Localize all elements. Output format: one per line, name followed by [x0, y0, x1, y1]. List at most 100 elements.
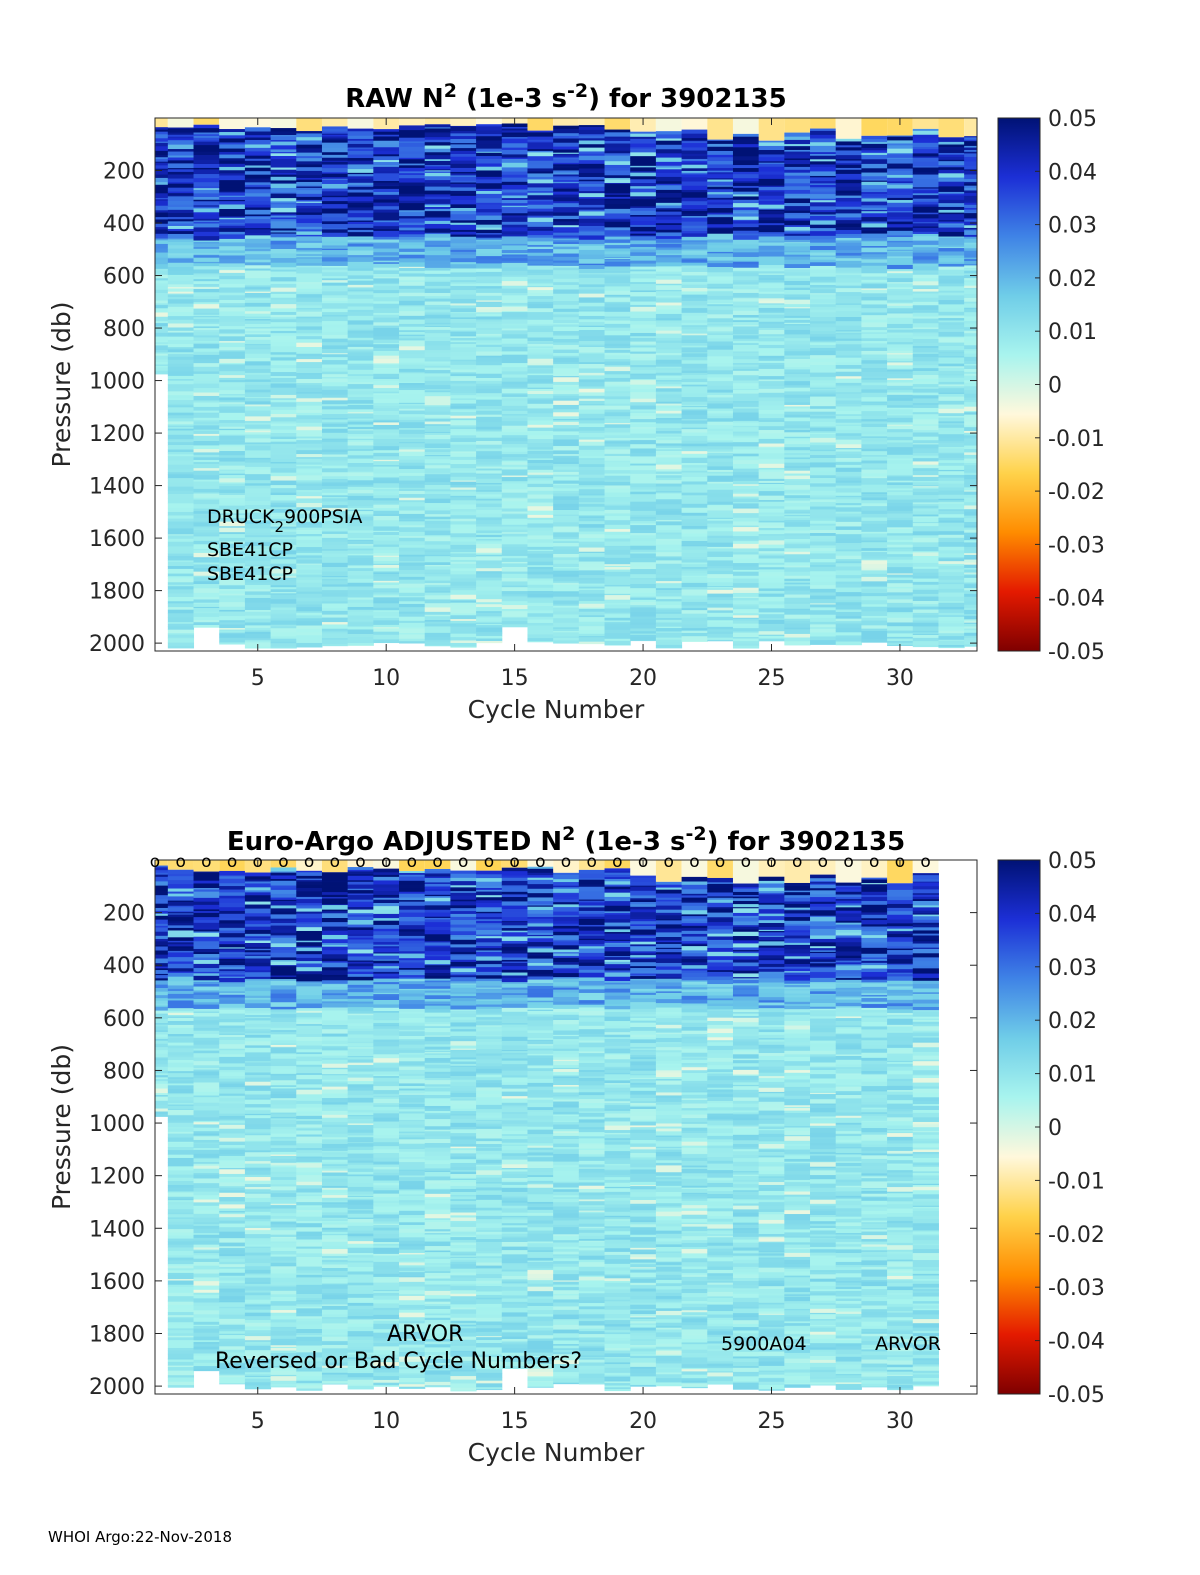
profile-column — [399, 118, 426, 644]
cycle-marker: o — [869, 852, 879, 872]
chart-title: Euro-Argo ADJUSTED N2 (1e-3 s-2) for 390… — [227, 823, 905, 857]
profile-column — [501, 118, 528, 628]
y-tick-label: 1000 — [89, 1112, 145, 1137]
y-tick-label: 1800 — [89, 580, 145, 605]
cycle-marker: o — [150, 852, 160, 872]
colorbar-tick-label: 0.04 — [1048, 902, 1097, 927]
y-tick-label: 1800 — [89, 1322, 145, 1347]
profile-column — [758, 118, 785, 642]
y-tick-label: 2000 — [89, 1375, 145, 1400]
profile-column — [296, 118, 323, 648]
y-tick-label: 1600 — [89, 527, 145, 552]
profile-column — [835, 118, 862, 646]
profile-column — [399, 860, 426, 1389]
sensor-annotation: SBE41CP — [207, 563, 293, 585]
profile-column — [732, 118, 760, 649]
sensor-annotation: DRUCK2900PSIA — [207, 506, 362, 536]
x-tick-label: 25 — [758, 1409, 786, 1434]
colorbar-tick-label: 0.02 — [1048, 267, 1097, 292]
y-tick-label: 1200 — [89, 1165, 145, 1190]
cycle-marker: o — [278, 852, 288, 872]
colorbar-tick-label: 0.01 — [1048, 1063, 1097, 1088]
colorbar-tick-label: 0.05 — [1048, 849, 1097, 874]
profile-column — [270, 118, 297, 649]
profile-column — [887, 860, 914, 1391]
cycle-marker: o — [355, 852, 365, 872]
profile-column — [424, 860, 451, 1388]
profile-column — [347, 118, 374, 646]
cycle-marker: o — [407, 852, 417, 872]
x-axis-label: Cycle Number — [468, 695, 645, 724]
x-tick-label: 15 — [501, 666, 529, 691]
profile-column — [861, 118, 888, 643]
y-tick-label: 1000 — [89, 370, 145, 395]
colorbar-tick-label: 0.04 — [1048, 160, 1097, 185]
cycle-marker: o — [766, 852, 776, 872]
y-tick-label: 800 — [103, 1059, 145, 1084]
profile-column — [861, 860, 888, 1388]
profile-column — [450, 860, 477, 1392]
profile-column — [604, 118, 631, 646]
profile-column — [527, 118, 554, 643]
heatmap-cells — [155, 118, 977, 649]
colorbar-tick-label: 0.02 — [1048, 1009, 1097, 1034]
cycle-marker: o — [201, 852, 211, 872]
x-tick-label: 10 — [372, 1409, 400, 1434]
y-tick-label: 600 — [103, 1007, 145, 1032]
colorbar-tick-label: 0 — [1048, 1116, 1062, 1141]
cycle-marker: o — [227, 852, 237, 872]
colorbar-tick-label: -0.04 — [1048, 587, 1105, 612]
x-tick-label: 20 — [629, 666, 657, 691]
profile-column — [784, 118, 811, 646]
cycle-marker: o — [458, 852, 468, 872]
profile-column — [424, 118, 451, 647]
footer-credit: WHOI Argo:22-Nov-2018 — [48, 1528, 232, 1546]
profile-column — [244, 860, 272, 1390]
y-tick-label: 200 — [103, 902, 145, 927]
x-tick-label: 5 — [251, 1409, 265, 1434]
profile-column — [373, 118, 400, 644]
y-tick-label: 1400 — [89, 475, 145, 500]
cycle-marker: o — [304, 852, 314, 872]
profile-column — [155, 860, 169, 1117]
cycle-marker: o — [792, 852, 802, 872]
y-tick-label: 200 — [103, 160, 145, 185]
cycle-marker: o — [330, 852, 340, 872]
platform-annotation: ARVOR — [875, 1333, 941, 1355]
profile-column — [912, 860, 939, 1387]
profile-column — [810, 118, 837, 645]
colorbar-tick-label: 0.05 — [1048, 107, 1097, 132]
y-tick-label: 600 — [103, 265, 145, 290]
profile-column — [835, 860, 862, 1390]
profile-column — [553, 118, 580, 644]
cycle-marker: o — [818, 852, 828, 872]
profile-column — [681, 118, 708, 642]
profile-column — [604, 860, 631, 1392]
cycle-marker: o — [920, 852, 930, 872]
cycle-marker: o — [253, 852, 263, 872]
profile-column — [655, 860, 683, 1387]
axes-box — [154, 859, 978, 1395]
colorbar-tick-label: 0.03 — [1048, 956, 1097, 981]
colorbar-tick-label: 0.03 — [1048, 214, 1097, 239]
colorbar — [997, 117, 1041, 652]
colorbar-tick-label: -0.04 — [1048, 1330, 1105, 1355]
profile-column — [681, 860, 708, 1389]
cycle-marker: o — [586, 852, 596, 872]
colorbar-tick-label: -0.05 — [1048, 1383, 1105, 1408]
platform-annotation: Reversed or Bad Cycle Numbers? — [215, 1349, 582, 1374]
x-tick-label: 5 — [251, 666, 265, 691]
profile-column — [732, 860, 760, 1390]
profile-column — [578, 118, 606, 645]
profile-column — [296, 860, 323, 1391]
colorbar-tick-label: 0.01 — [1048, 320, 1097, 345]
colorbar-tick-label: -0.02 — [1048, 480, 1105, 505]
colorbar-tick-label: -0.02 — [1048, 1223, 1105, 1248]
cycle-marker: o — [381, 852, 391, 872]
profile-column — [373, 860, 400, 1387]
cycle-marker: o — [535, 852, 545, 872]
cycle-marker: o — [664, 852, 674, 872]
profile-column — [450, 118, 477, 648]
